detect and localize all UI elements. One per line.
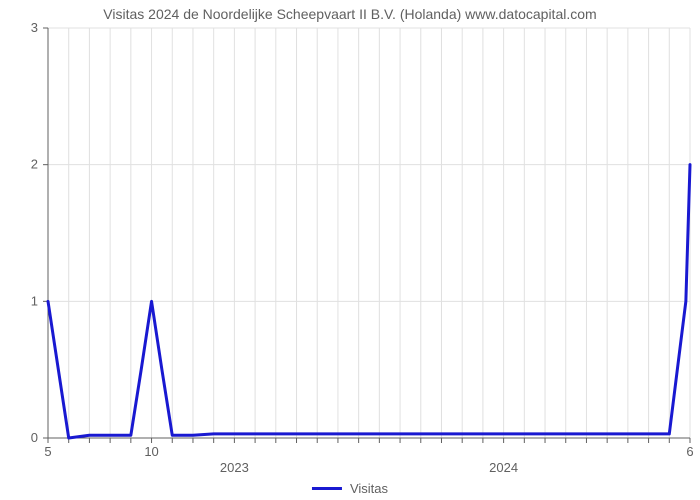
svg-text:2: 2 <box>31 157 38 172</box>
svg-text:2024: 2024 <box>489 460 518 475</box>
chart-title: Visitas 2024 de Noordelijke Scheepvaart … <box>0 0 700 22</box>
svg-text:5: 5 <box>44 444 51 459</box>
svg-text:0: 0 <box>31 430 38 445</box>
chart-container: Visitas 2024 de Noordelijke Scheepvaart … <box>0 0 700 500</box>
svg-text:6: 6 <box>686 444 693 459</box>
svg-text:3: 3 <box>31 22 38 35</box>
svg-text:10: 10 <box>144 444 158 459</box>
legend-label: Visitas <box>350 481 388 496</box>
svg-text:2023: 2023 <box>220 460 249 475</box>
chart-legend: Visitas <box>312 481 388 496</box>
legend-line <box>312 487 342 490</box>
svg-text:1: 1 <box>31 293 38 308</box>
chart-svg: 0 1 2 3 5 10 6 2023 2024 <box>0 22 700 482</box>
